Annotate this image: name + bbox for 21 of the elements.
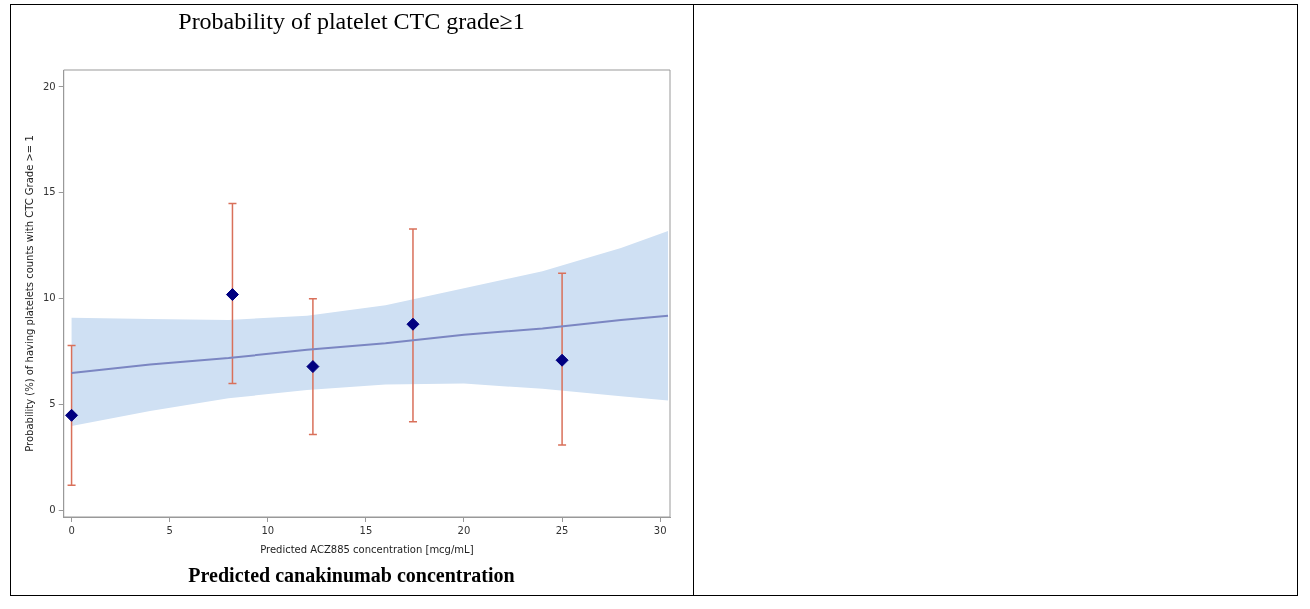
- point: [555, 353, 569, 367]
- x-tick-label: 15: [359, 524, 373, 536]
- y-axis-title: Probability (%) of having platelets counts with CTC Grade >= 1: [23, 135, 35, 452]
- point: [65, 408, 79, 422]
- x-axis-title: Predicted ACZ885 concentration [mcg/mL]: [260, 543, 474, 555]
- y-tick-label: 15: [42, 186, 56, 198]
- y-tick-label: 5: [49, 398, 56, 410]
- x-tick-label: 30: [653, 524, 667, 536]
- point: [306, 360, 320, 374]
- point: [225, 288, 239, 302]
- x-tick-label: 20: [457, 524, 471, 536]
- chart-title: Probability of platelet CTC grade≥1: [177, 8, 526, 35]
- point: [406, 317, 420, 331]
- x-tick-label: 10: [261, 524, 275, 536]
- y-tick-label: 20: [42, 80, 56, 92]
- x-tick-label: 5: [166, 524, 173, 536]
- x-tick-label: 25: [555, 524, 569, 536]
- y-tick-label: 0: [49, 504, 56, 516]
- text: Predicted canakinumab concentration: [187, 564, 516, 587]
- y-tick-label: 10: [42, 292, 56, 304]
- x-tick-label: 0: [68, 524, 75, 536]
